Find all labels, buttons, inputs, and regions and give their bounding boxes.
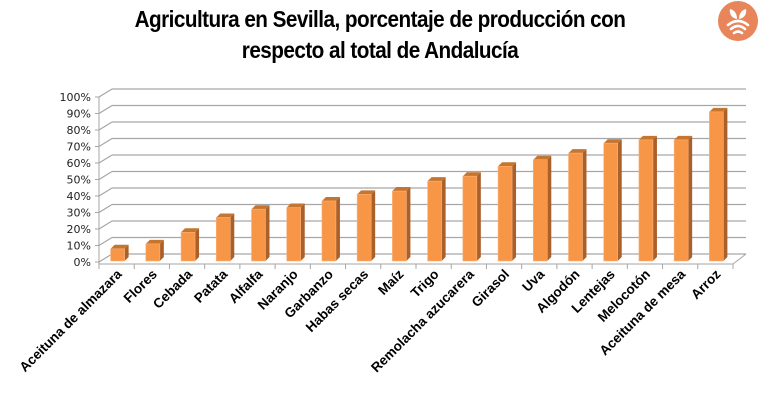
bar — [673, 135, 693, 262]
bar — [180, 228, 200, 262]
x-tick-label: Arroz — [688, 266, 724, 302]
x-axis: Aceituna de almazaraFloresCebadaPatataAl… — [17, 264, 734, 375]
gridline-side — [98, 187, 113, 197]
gridline-side — [98, 154, 113, 164]
gridline-side — [98, 121, 113, 131]
bar — [286, 203, 305, 262]
x-tick-label: Habas secas — [303, 267, 371, 335]
x-tick-label: Maíz — [375, 266, 406, 297]
bar — [709, 107, 728, 262]
y-tick-label: 90% — [67, 108, 91, 121]
chart-title: Agricultura en Sevilla, porcentaje de pr… — [38, 4, 722, 66]
chart-title-line-2: respecto al total de Andalucía — [241, 37, 519, 63]
gridline-side — [98, 170, 113, 181]
bar — [356, 190, 376, 262]
bar — [251, 205, 270, 262]
bar — [110, 244, 129, 262]
y-tick-label: 0% — [74, 256, 91, 269]
bar — [568, 149, 587, 262]
gridline-side — [98, 236, 113, 247]
x-tick-label: Aceituna de almazara — [17, 266, 126, 375]
y-tick-label: 60% — [67, 157, 91, 170]
bar — [462, 172, 481, 262]
bar-series — [110, 107, 728, 262]
bar — [215, 213, 235, 262]
bar — [392, 187, 411, 262]
y-tick-label: 30% — [67, 207, 91, 220]
y-tick-label: 80% — [67, 124, 91, 137]
plant-signal-icon — [717, 0, 759, 42]
gridline-side — [98, 220, 113, 230]
y-tick-label: 70% — [67, 141, 91, 154]
bar — [638, 135, 657, 262]
y-tick-label: 20% — [67, 223, 91, 236]
gridline-side — [98, 253, 113, 263]
y-tick-label: 10% — [67, 240, 91, 253]
bar — [603, 139, 622, 262]
bar — [145, 239, 164, 262]
gridline-side — [98, 88, 113, 98]
x-tick-label: Uva — [519, 266, 547, 294]
x-tick-label: Patata — [191, 266, 231, 306]
y-tick-label: 50% — [67, 174, 91, 187]
bar — [497, 162, 517, 262]
x-tick-label: Cebada — [150, 266, 195, 311]
gridline-side — [98, 137, 113, 148]
x-tick-label: Girasol — [469, 267, 513, 311]
bar — [427, 177, 446, 262]
bar — [321, 196, 340, 262]
y-tick-label: 100% — [60, 91, 91, 104]
y-tick-label: 40% — [67, 190, 91, 203]
gridline-side — [98, 104, 113, 115]
gridline-side — [98, 203, 113, 214]
chart-title-line-1: Agricultura en Sevilla, porcentaje de pr… — [134, 6, 626, 32]
bar — [532, 155, 552, 262]
y-axis: 0% 10% 20% 30% 40% 50% 60% 70% 80% 90% 100% — [60, 91, 100, 269]
